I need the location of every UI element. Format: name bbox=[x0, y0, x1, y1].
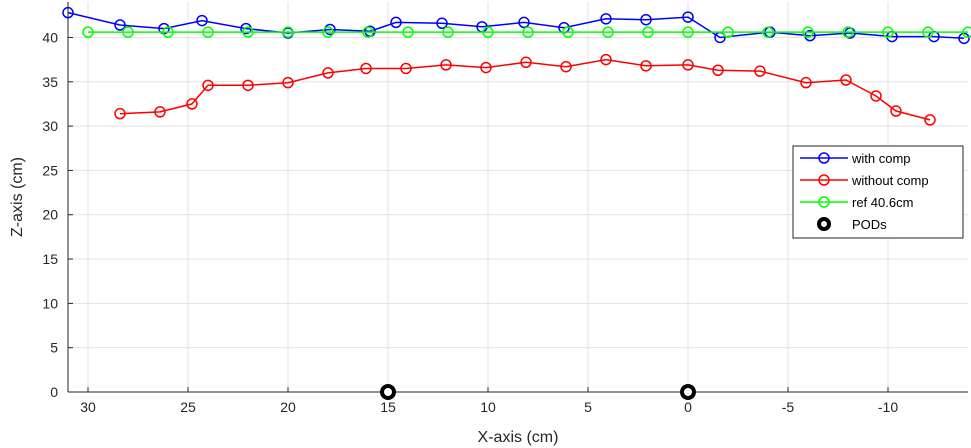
data-point-ref-40-6cm bbox=[762, 26, 774, 38]
legend: with comp without comp ref 40.6cm PODs bbox=[792, 145, 964, 239]
data-point-ref-40-6cm bbox=[602, 26, 614, 38]
data-point-ref-40-6cm bbox=[202, 26, 214, 38]
data-point-ref-40-6cm bbox=[562, 26, 574, 38]
legend-label-ref-40-6cm: ref 40.6cm bbox=[852, 195, 913, 210]
data-point-ref-40-6cm bbox=[642, 26, 654, 38]
data-point-with-comp bbox=[196, 14, 208, 27]
data-point-with-comp bbox=[158, 22, 170, 35]
data-point-with-comp bbox=[600, 13, 612, 25]
data-point-with-comp bbox=[518, 16, 530, 29]
data-point-with-comp bbox=[958, 32, 970, 45]
x-tick-label: 5 bbox=[584, 399, 592, 415]
data-point-with-comp bbox=[324, 23, 336, 36]
data-point-with-comp bbox=[682, 11, 694, 23]
data-point-pods bbox=[380, 384, 396, 400]
data-point-ref-40-6cm bbox=[402, 26, 414, 38]
y-axis-label: Z-axis (cm) bbox=[9, 157, 26, 237]
y-tick-label: 5 bbox=[50, 340, 58, 356]
data-point-without-comp bbox=[154, 106, 166, 118]
y-tick-label: 10 bbox=[42, 295, 58, 311]
axes bbox=[67, 2, 968, 393]
data-point-ref-40-6cm bbox=[962, 26, 971, 38]
data-point-ref-40-6cm bbox=[362, 26, 374, 38]
data-point-without-comp bbox=[322, 67, 334, 79]
data-point-ref-40-6cm bbox=[722, 26, 734, 38]
legend-label-without-comp: without comp bbox=[851, 173, 929, 188]
data-point-ref-40-6cm bbox=[682, 26, 694, 38]
series-line-with-comp bbox=[67, 11, 965, 40]
data-point-without-comp bbox=[114, 107, 126, 120]
x-tick-label: 20 bbox=[280, 399, 296, 415]
data-point-ref-40-6cm bbox=[482, 26, 494, 38]
data-point-without-comp bbox=[202, 79, 214, 92]
data-point-without-comp bbox=[480, 61, 492, 74]
data-point-without-comp bbox=[600, 53, 612, 66]
data-point-without-comp bbox=[640, 60, 652, 72]
data-point-pods bbox=[680, 384, 696, 400]
data-point-with-comp bbox=[62, 6, 74, 19]
data-point-ref-40-6cm bbox=[522, 26, 534, 38]
x-axis-label: X-axis (cm) bbox=[478, 429, 559, 446]
data-point-without-comp bbox=[440, 59, 452, 71]
data-point-without-comp bbox=[712, 64, 724, 76]
data-point-ref-40-6cm bbox=[82, 26, 94, 38]
legend-marker-pods bbox=[817, 217, 831, 231]
data-point-with-comp bbox=[390, 16, 402, 29]
data-point-without-comp bbox=[242, 79, 254, 92]
y-tick-label: 30 bbox=[42, 118, 58, 134]
data-point-without-comp bbox=[560, 60, 572, 73]
x-tick-label: 0 bbox=[684, 399, 692, 415]
y-tick-label: 20 bbox=[42, 207, 58, 223]
y-tick-label: 0 bbox=[50, 384, 58, 400]
data-point-without-comp bbox=[282, 76, 294, 89]
x-tick-label: -5 bbox=[782, 399, 795, 415]
legend-label-with-comp: with comp bbox=[851, 151, 911, 166]
data-point-with-comp bbox=[114, 19, 126, 31]
x-tick-label: 25 bbox=[180, 399, 196, 415]
data-point-with-comp bbox=[436, 17, 448, 30]
legend-marker-without-comp bbox=[818, 174, 830, 186]
data-point-without-comp bbox=[520, 56, 532, 69]
data-point-without-comp bbox=[840, 74, 852, 86]
data-point-ref-40-6cm bbox=[842, 26, 854, 38]
data-point-without-comp bbox=[186, 98, 198, 110]
y-tick-label: 35 bbox=[42, 74, 58, 90]
data-point-ref-40-6cm bbox=[882, 26, 894, 38]
data-point-without-comp bbox=[754, 65, 766, 77]
x-tick-label: 10 bbox=[480, 399, 496, 415]
data-point-ref-40-6cm bbox=[802, 26, 814, 38]
x-tick-label: -10 bbox=[878, 399, 898, 415]
data-point-ref-40-6cm bbox=[122, 26, 134, 38]
legend-marker-ref-40-6cm bbox=[818, 196, 830, 208]
data-point-without-comp bbox=[800, 76, 812, 89]
data-point-without-comp bbox=[890, 105, 902, 117]
x-tick-label: 15 bbox=[380, 399, 396, 415]
data-point-ref-40-6cm bbox=[162, 26, 174, 38]
y-tick-label: 25 bbox=[42, 162, 58, 178]
data-point-without-comp bbox=[360, 62, 372, 75]
data-point-ref-40-6cm bbox=[442, 26, 454, 38]
y-tick-label: 40 bbox=[42, 29, 58, 45]
data-point-ref-40-6cm bbox=[322, 26, 334, 38]
data-point-with-comp bbox=[640, 13, 652, 26]
x-tick-label: 30 bbox=[80, 399, 96, 415]
data-point-ref-40-6cm bbox=[282, 26, 294, 38]
data-point-without-comp bbox=[870, 90, 882, 102]
series-group bbox=[62, 6, 971, 400]
data-point-without-comp bbox=[924, 114, 936, 126]
legend-label-pods: PODs bbox=[852, 217, 887, 232]
tick-labels: 30 25 20 15 10 5 0 -5 -10 0 5 10 15 20 25 30 35 40 bbox=[42, 29, 898, 415]
y-tick-label: 15 bbox=[42, 251, 58, 267]
data-point-without-comp bbox=[682, 59, 694, 71]
data-point-ref-40-6cm bbox=[242, 26, 254, 38]
data-point-without-comp bbox=[400, 62, 412, 75]
data-point-ref-40-6cm bbox=[922, 26, 934, 38]
legend-marker-with-comp bbox=[818, 152, 830, 164]
series-line-without-comp bbox=[119, 58, 931, 121]
